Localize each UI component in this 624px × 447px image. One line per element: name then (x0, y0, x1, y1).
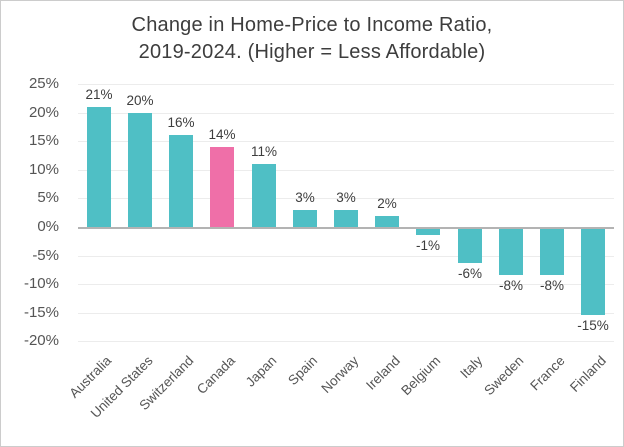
bar-value-label: -1% (415, 238, 440, 253)
y-tick-label: -15% (23, 304, 59, 321)
y-tick-label: 10% (28, 161, 59, 178)
x-tick-text: Spain (285, 353, 321, 389)
y-tick-label: 25% (28, 75, 59, 92)
bar-value-label: 3% (295, 190, 315, 205)
y-tick-label: -10% (23, 275, 59, 292)
bar-value-label: -15% (577, 318, 609, 333)
bar-japan (252, 164, 276, 227)
gridline (78, 84, 614, 85)
x-tick-text: Belgium (398, 353, 444, 399)
bar-norway (334, 210, 358, 227)
y-tick-label: 20% (28, 104, 59, 121)
bar-value-label: 2% (377, 196, 397, 211)
x-tick-text: Ireland (362, 353, 403, 393)
gridline (78, 284, 614, 285)
x-tick-text: Norway (318, 353, 362, 396)
chart-title: Change in Home-Price to Income Ratio, 20… (1, 12, 623, 66)
bar-canada (210, 147, 234, 227)
y-tick-label: -5% (32, 247, 59, 264)
bar-belgium (416, 229, 440, 235)
y-tick-label: 15% (28, 132, 59, 149)
bar-sweden (499, 229, 523, 275)
bar-value-label: 11% (250, 144, 278, 159)
bar-united-states (128, 113, 152, 227)
x-tick-text: Japan (242, 353, 280, 390)
gridline (78, 313, 614, 314)
gridline (78, 141, 614, 142)
y-tick-label: 5% (37, 189, 59, 206)
chart-title-line1: Change in Home-Price to Income Ratio, (131, 14, 493, 36)
gridline (78, 256, 614, 257)
y-tick-label: 0% (37, 218, 59, 235)
x-tick-text: France (527, 353, 568, 394)
y-tick-label: -20% (23, 332, 59, 349)
x-tick-text: Italy (457, 353, 486, 382)
bar-value-label: 16% (167, 115, 195, 130)
gridline (78, 198, 614, 199)
bar-value-label: -8% (539, 278, 564, 293)
bar-switzerland (169, 135, 193, 227)
x-tick-text: Canada (193, 353, 238, 398)
zero-line (78, 227, 614, 229)
bar-ireland (375, 216, 399, 227)
gridline (78, 170, 614, 171)
bar-value-label: 3% (336, 190, 356, 205)
x-tick-text: Sweden (481, 353, 527, 399)
bar-australia (87, 107, 111, 227)
bar-value-label: 20% (126, 93, 154, 108)
gridline (78, 341, 614, 342)
bar-value-label: -6% (457, 266, 482, 281)
bar-france (540, 229, 564, 275)
gridline (78, 113, 614, 114)
x-tick-text: Finland (566, 353, 609, 395)
bar-value-label: 14% (208, 127, 236, 142)
bar-finland (581, 229, 605, 315)
chart-title-line2: 2019-2024. (Higher = Less Affordable) (138, 41, 486, 63)
bar-spain (293, 210, 317, 227)
bar-italy (458, 229, 482, 263)
bar-value-label: -8% (498, 278, 523, 293)
bar-value-label: 21% (85, 87, 113, 102)
